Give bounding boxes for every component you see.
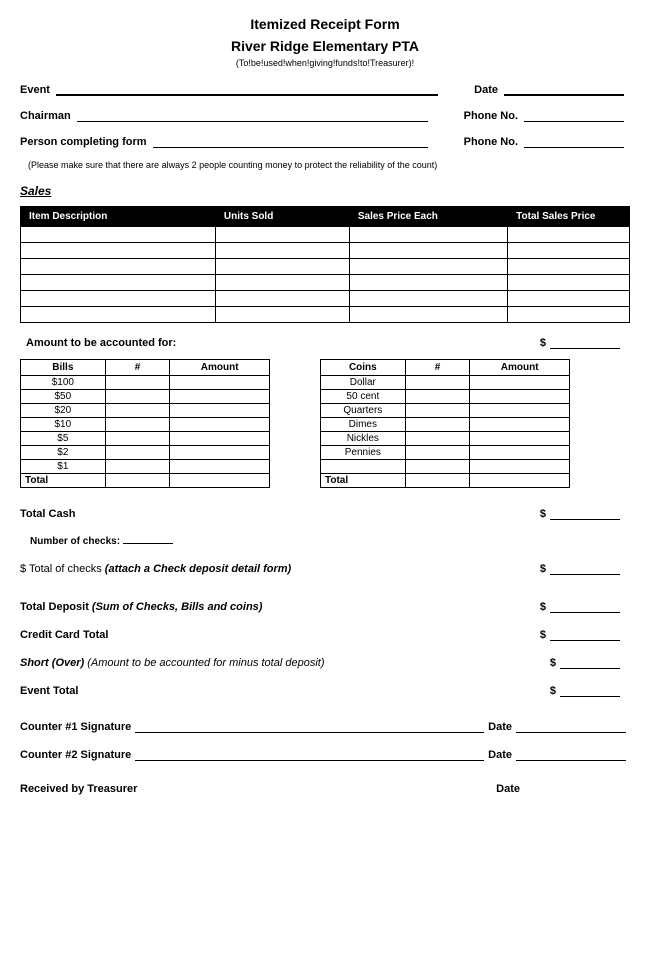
total-deposit-value[interactable]: $ bbox=[540, 601, 620, 613]
counter2-sig-label: Counter #2 Signature bbox=[20, 749, 131, 761]
label-event: Event bbox=[20, 84, 50, 96]
input-event[interactable] bbox=[56, 82, 438, 96]
coins-col-2: Amount bbox=[470, 360, 570, 376]
coins-row[interactable]: Dollar bbox=[321, 376, 570, 390]
coins-table: Coins # Amount Dollar50 centQuartersDime… bbox=[320, 359, 570, 488]
counter1-date-input[interactable] bbox=[516, 719, 626, 733]
bills-row[interactable]: $50 bbox=[21, 390, 270, 404]
total-deposit-note: (Sum of Checks, Bills and coins) bbox=[92, 601, 263, 613]
num-checks-row: Number of checks: bbox=[30, 536, 630, 547]
amount-accounted-value[interactable]: $ bbox=[540, 337, 620, 349]
cc-total-label: Credit Card Total bbox=[20, 629, 108, 641]
label-phone1: Phone No. bbox=[464, 110, 518, 122]
col-units: Units Sold bbox=[215, 207, 349, 227]
counter1-sig-label: Counter #1 Signature bbox=[20, 721, 131, 733]
counter2-sig-input[interactable] bbox=[135, 747, 484, 761]
coins-total-row: Total bbox=[321, 474, 570, 488]
counting-note: (Please make sure that there are always … bbox=[28, 160, 630, 170]
amount-accounted-label: Amount to be accounted for: bbox=[26, 337, 176, 349]
input-phone2[interactable] bbox=[524, 134, 624, 148]
total-checks-note: (attach a Check deposit detail form) bbox=[105, 563, 291, 575]
col-item-desc: Item Description bbox=[21, 207, 216, 227]
coins-row[interactable]: Nickles bbox=[321, 432, 570, 446]
coins-row[interactable]: Quarters bbox=[321, 404, 570, 418]
col-price-each: Sales Price Each bbox=[349, 207, 507, 227]
bills-col-1: # bbox=[105, 360, 170, 376]
event-total-value[interactable]: $ bbox=[550, 685, 620, 697]
row-person-phone: Person completing form Phone No. bbox=[20, 134, 630, 148]
sales-row[interactable] bbox=[21, 227, 630, 243]
col-total-price: Total Sales Price bbox=[508, 207, 630, 227]
bills-col-0: Bills bbox=[21, 360, 106, 376]
event-total-label: Event Total bbox=[20, 685, 78, 697]
org-name: River Ridge Elementary PTA bbox=[20, 38, 630, 54]
total-checks-label: $ Total of checks bbox=[20, 563, 105, 575]
sales-row[interactable] bbox=[21, 259, 630, 275]
short-over-value[interactable]: $ bbox=[550, 657, 620, 669]
row-event-date: Event Date bbox=[20, 82, 630, 96]
coins-row[interactable]: Pennies bbox=[321, 446, 570, 460]
sales-heading: Sales bbox=[20, 184, 630, 198]
bills-row[interactable]: $100 bbox=[21, 376, 270, 390]
header-instruction: (To!be!used!when!giving!funds!to!Treasur… bbox=[20, 58, 630, 68]
bills-row[interactable]: $2 bbox=[21, 446, 270, 460]
sales-row[interactable] bbox=[21, 275, 630, 291]
sales-row[interactable] bbox=[21, 307, 630, 323]
bills-total-row: Total bbox=[21, 474, 270, 488]
bills-row[interactable]: $20 bbox=[21, 404, 270, 418]
cc-total-value[interactable]: $ bbox=[540, 629, 620, 641]
row-chairman-phone: Chairman Phone No. bbox=[20, 108, 630, 122]
input-date[interactable] bbox=[504, 82, 624, 96]
bills-row[interactable]: $1 bbox=[21, 460, 270, 474]
coins-row[interactable]: 50 cent bbox=[321, 390, 570, 404]
bills-row[interactable]: $10 bbox=[21, 418, 270, 432]
sales-row[interactable] bbox=[21, 291, 630, 307]
total-cash-label: Total Cash bbox=[20, 508, 75, 520]
treasurer-label: Received by Treasurer bbox=[20, 783, 137, 795]
bills-row[interactable]: $5 bbox=[21, 432, 270, 446]
input-chairman[interactable] bbox=[77, 108, 428, 122]
total-deposit-label: Total Deposit bbox=[20, 601, 92, 613]
label-chairman: Chairman bbox=[20, 110, 71, 122]
short-over-label: Short (Over) bbox=[20, 657, 87, 669]
total-cash-value[interactable]: $ bbox=[540, 508, 620, 520]
coins-col-1: # bbox=[405, 360, 470, 376]
label-date: Date bbox=[474, 84, 498, 96]
counter1-sig-input[interactable] bbox=[135, 719, 484, 733]
sales-row[interactable] bbox=[21, 243, 630, 259]
counter1-date-label: Date bbox=[488, 721, 512, 733]
label-phone2: Phone No. bbox=[464, 136, 518, 148]
input-phone1[interactable] bbox=[524, 108, 624, 122]
bills-col-2: Amount bbox=[170, 360, 270, 376]
treasurer-date-label: Date bbox=[496, 783, 520, 795]
coins-row[interactable] bbox=[321, 460, 570, 474]
input-person[interactable] bbox=[153, 134, 428, 148]
coins-row[interactable]: Dimes bbox=[321, 418, 570, 432]
total-checks-value[interactable]: $ bbox=[540, 563, 620, 575]
short-over-note: (Amount to be accounted for minus total … bbox=[87, 657, 324, 669]
num-checks-input[interactable] bbox=[123, 543, 173, 544]
coins-col-0: Coins bbox=[321, 360, 406, 376]
sales-table: Item Description Units Sold Sales Price … bbox=[20, 206, 630, 323]
label-person: Person completing form bbox=[20, 136, 147, 148]
counter2-date-input[interactable] bbox=[516, 747, 626, 761]
form-title: Itemized Receipt Form bbox=[20, 16, 630, 32]
bills-table: Bills # Amount $100$50$20$10$5$2$1Total bbox=[20, 359, 270, 488]
counter2-date-label: Date bbox=[488, 749, 512, 761]
